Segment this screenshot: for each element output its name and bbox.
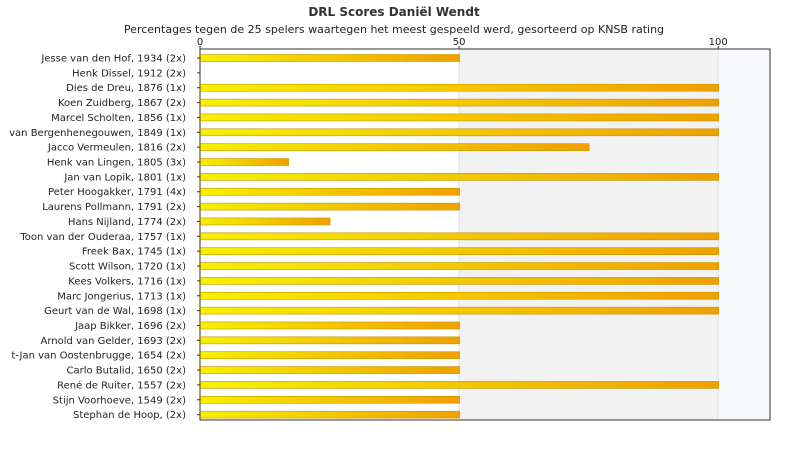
category-label: Jaap Bikker, 1696 (2x) [74, 321, 186, 332]
x-tick-label: 0 [197, 37, 203, 48]
category-label: Kees Volkers, 1716 (1x) [68, 276, 186, 287]
bar [200, 291, 719, 300]
category-label: t-Jan van Oostenbrugge, 1654 (2x) [11, 351, 186, 362]
category-label: Arnold van Gelder, 1693 (2x) [41, 336, 187, 347]
bar [200, 247, 719, 255]
category-label: Jacco Vermeulen, 1816 (2x) [47, 143, 186, 154]
bar [200, 98, 719, 107]
bar [200, 351, 460, 360]
bar [200, 202, 460, 211]
category-label: René de Ruiter, 1557 (2x) [57, 379, 186, 391]
category-label: Dies de Dreu, 1876 (1x) [66, 83, 186, 94]
category-label: Stephan de Hoop, (2x) [73, 410, 186, 421]
category-label: Hans Nijland, 1774 (2x) [68, 217, 186, 228]
category-label: van Bergenhenegouwen, 1849 (1x) [9, 128, 186, 139]
bar [200, 321, 460, 330]
bar [200, 381, 719, 389]
category-label: Scott Wilson, 1720 (1x) [69, 262, 186, 273]
bars [200, 54, 719, 419]
bar [200, 262, 719, 270]
bar [200, 217, 331, 226]
category-label: Laurens Pollmann, 1791 (2x) [42, 202, 186, 213]
category-labels: Jesse van den Hof, 1934 (2x) Henk Dissel,… [9, 54, 200, 421]
category-label: Henk van Lingen, 1805 (3x) [47, 158, 186, 169]
bar [200, 83, 719, 92]
bar [200, 187, 460, 196]
category-label: Jan van Lopik, 1801 (1x) [63, 172, 186, 183]
bar [200, 158, 289, 166]
bar [200, 128, 719, 137]
right-band [718, 49, 770, 420]
bar [200, 113, 719, 122]
category-label: Henk Dissel, 1912 (2x) [72, 68, 186, 79]
category-label: Geurt van de Wal, 1698 (1x) [44, 306, 186, 317]
bar [200, 54, 460, 62]
category-label: Freek Bax, 1745 (1x) [82, 247, 186, 258]
bar [200, 232, 719, 241]
plot-frame [199, 48, 771, 421]
category-label: Marcel Scholten, 1856 (1x) [51, 113, 186, 124]
bar [200, 336, 460, 345]
bar [200, 277, 719, 285]
bar [200, 410, 460, 419]
bar [200, 306, 719, 315]
category-label: Stijn Voorhoeve, 1549 (2x) [53, 395, 186, 406]
chart-title: DRL Scores Daniël Wendt [308, 5, 480, 19]
category-label: Marc Jongerius, 1713 (1x) [57, 291, 186, 302]
category-label: Peter Hoogakker, 1791 (4x) [48, 187, 186, 198]
category-label: Toon van der Ouderaa, 1757 (1x) [19, 232, 186, 243]
bar [200, 143, 590, 151]
category-label: Koen Zuidberg, 1867 (2x) [58, 98, 186, 109]
bar [200, 366, 460, 374]
category-label: Carlo Butalid, 1650 (2x) [66, 366, 186, 377]
chart-subtitle: Percentages tegen de 25 spelers waartege… [124, 23, 664, 36]
bar [200, 395, 460, 404]
x-tick-label: 100 [709, 37, 728, 48]
x-tick-label: 50 [453, 37, 466, 48]
x-axis-ticks: 0 50 100 [197, 37, 728, 49]
bar [200, 173, 719, 181]
category-label: Jesse van den Hof, 1934 (2x) [40, 54, 186, 65]
